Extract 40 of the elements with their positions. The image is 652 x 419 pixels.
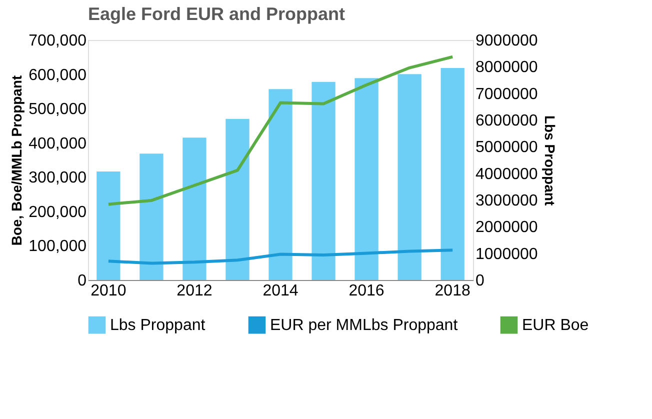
bar — [398, 74, 422, 280]
legend-label: EUR per MMLbs Proppant — [270, 317, 458, 334]
bar — [182, 138, 206, 280]
y2-tick-label: 4000000 — [476, 166, 538, 183]
y2-tick-label: 7000000 — [476, 86, 538, 103]
x-tick-label: 2010 — [90, 282, 126, 300]
y-tick-label: 600,000 — [28, 66, 87, 84]
y-tick-label: 700,000 — [28, 32, 87, 50]
bar — [268, 89, 292, 280]
x-tick-label: 2016 — [348, 282, 384, 300]
y-tick-label: 500,000 — [28, 101, 87, 118]
y2-tick-label: 5000000 — [476, 139, 538, 156]
bar — [354, 78, 378, 280]
y-tick-label: 300,000 — [28, 170, 87, 187]
line-series — [106, 248, 454, 265]
x-tick-label: 2018 — [434, 282, 470, 300]
y2-tick-label: 9000000 — [476, 32, 538, 50]
legend-label: EUR Boe — [522, 317, 589, 334]
y-tick-label: 100,000 — [28, 238, 87, 256]
bar — [140, 154, 164, 280]
y2-tick-label: 6000000 — [476, 112, 538, 130]
legend-label: Lbs Proppant — [110, 317, 206, 334]
y2-axis-title: Lbs Proppant — [542, 115, 558, 206]
y-axis-title: Boe, Boe/MMLb Proppant — [8, 75, 25, 246]
y-tick-label: 0 — [78, 272, 87, 290]
y2-tick-label: 3000000 — [476, 192, 538, 210]
y2-tick-label: 8000000 — [476, 59, 538, 76]
bar — [226, 118, 250, 280]
y-tick-label: 200,000 — [28, 204, 87, 221]
x-tick-label: 2012 — [176, 282, 212, 300]
bar — [312, 82, 336, 280]
bar — [96, 171, 120, 280]
y2-tick-label: 1000000 — [476, 246, 538, 263]
x-tick-label: 2014 — [262, 282, 298, 300]
y2-tick-label: 2000000 — [476, 219, 538, 236]
y-tick-label: 400,000 — [28, 135, 87, 152]
y2-tick-label: 0 — [476, 272, 484, 290]
bar — [440, 68, 464, 280]
line-series — [106, 55, 454, 206]
chart-title: Eagle Ford EUR and Proppant — [88, 4, 346, 24]
